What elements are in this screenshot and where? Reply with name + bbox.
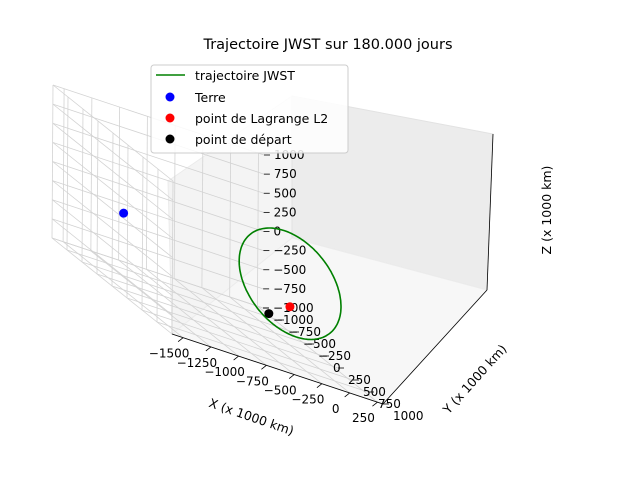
x-tick-mark [205,346,212,352]
x-tick-label: −500 [264,384,297,398]
z-tick-label: −750 [273,282,306,296]
legend-label-trajectory: trajectoire JWST [195,68,295,83]
y-tick-label: 500 [363,385,386,399]
x-tick-label: 0 [332,402,340,416]
earth-marker [119,208,129,218]
x-tick-label: −1250 [177,356,218,370]
start-point-marker [264,309,274,319]
grid-line-y-floor [126,297,339,369]
grid-line-z-left [52,161,173,258]
grid-line-y-floor [96,273,309,345]
y-tick-label: −250 [318,349,351,363]
x-tick-label: −250 [291,393,324,407]
z-tick-label: 250 [274,205,297,219]
grid-line-y-floor [111,285,324,357]
legend-handle-start [165,134,175,144]
grid-line-y-floor [156,321,369,393]
legend-frame [150,64,349,154]
axis-lines [171,133,494,405]
x-tick-mark [288,374,295,379]
x-axis-line [171,333,384,405]
z-tick-label: −250 [273,244,306,258]
z-axis-label: Z (x 1000 km) [539,166,554,255]
z-tick-label: 750 [274,167,297,181]
x-tick-mark [372,401,378,407]
grid-line-y-floor [141,309,354,381]
grid-line-z-back [52,199,264,271]
x-tick-label: −750 [236,374,269,388]
grid-line-z-left [52,103,174,201]
y-tick-label: 0 [333,361,341,375]
series-layer [119,208,342,341]
grid-line-z-left [52,122,173,220]
grid-line-z-left [51,237,173,335]
grid-line-z-back [51,218,264,290]
grid-line-z-left [52,142,173,239]
x-tick-mark [261,365,267,370]
trajectory-line [238,227,342,341]
y-tick-label: 250 [348,373,371,387]
x-tick-mark [316,383,323,389]
x-tick-mark [344,392,350,398]
y-tick-label: −500 [303,337,336,351]
z-tick-label: 0 [274,225,282,239]
legend-label-l2: point de Lagrange L2 [195,111,328,126]
grid-line-z-back [52,180,264,252]
y-tick-label: 1000 [393,409,424,423]
x-tick-label: −1500 [149,347,190,361]
legend-handle-l2 [165,113,175,123]
y-tick-label: −1000 [273,313,314,327]
grid-lines [51,84,384,405]
grid-line-z-back [52,141,264,213]
grid-line-z-left [52,199,173,297]
legend-label-earth: Terre [194,90,226,105]
y-tick-label: −750 [288,325,321,339]
x-tick-mark [233,355,239,361]
y-axis-line [382,289,488,405]
y-tick-label: 750 [378,397,401,411]
z-tick-label: 500 [274,186,297,200]
x-tick-label: 250 [352,411,375,425]
l2-point-marker [285,302,295,312]
z-axis-line [486,133,494,291]
grid-line-y-floor [81,261,294,333]
grid-line-z-back [52,122,264,194]
grid-line-z-left [51,218,173,316]
grid-line-z-back [51,237,264,309]
legend-handle-earth [165,92,175,102]
grid-line-z-back [52,161,264,232]
legend-label-start: point de départ [195,132,292,147]
chart-title: Trajectoire JWST sur 180.000 jours [202,37,452,53]
legend: trajectoire JWST Terre point de Lagrange… [150,64,349,154]
x-tick-mark [177,337,184,342]
x-tick-label: −1000 [204,365,245,379]
z-tick-label: −500 [273,263,306,277]
grid-line-z-left [52,84,174,182]
grid-line-z-left [52,180,173,277]
